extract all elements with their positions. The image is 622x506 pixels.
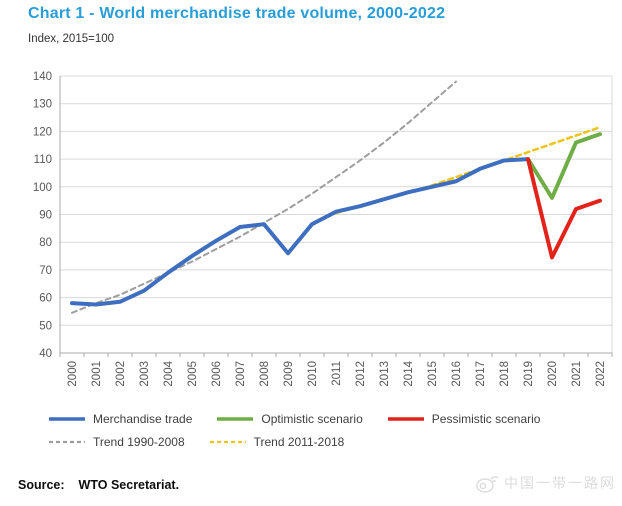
legend-item-4: Trend 2011-2018 [209, 435, 345, 449]
svg-text:60: 60 [39, 293, 52, 305]
svg-text:80: 80 [39, 237, 52, 249]
svg-text:100: 100 [33, 182, 52, 194]
legend-swatch-3 [49, 440, 85, 444]
y-axis-labels: 40 50 60 70 80 90 100 110 120 130 140 [33, 71, 52, 360]
svg-text:2013: 2013 [379, 361, 391, 387]
svg-text:2007: 2007 [235, 361, 247, 387]
svg-text:2020: 2020 [547, 361, 559, 387]
svg-text:2003: 2003 [139, 361, 151, 387]
svg-text:120: 120 [33, 126, 52, 138]
legend-item-3: Trend 1990-2008 [48, 435, 185, 449]
svg-text:2010: 2010 [307, 361, 319, 387]
svg-text:2018: 2018 [499, 361, 511, 387]
svg-text:2011: 2011 [331, 361, 343, 386]
svg-text:2009: 2009 [283, 361, 295, 387]
series-line-2 [526, 157, 602, 260]
svg-text:2019: 2019 [523, 361, 535, 387]
source-label: Source: [18, 478, 65, 492]
legend-label-0: Merchandise trade [93, 412, 193, 426]
svg-text:2002: 2002 [115, 361, 127, 387]
watermark-text: 中国一带一路网 [504, 475, 616, 491]
svg-text:2014: 2014 [403, 360, 415, 386]
legend-row-1: Merchandise trade Optimistic scenario Pess… [48, 412, 588, 426]
svg-text:140: 140 [33, 71, 52, 83]
legend-swatch-4 [209, 440, 246, 444]
legend-label-2: Pessimistic scenario [431, 412, 541, 426]
chart-subtitle: Index, 2015=100 [28, 33, 115, 45]
svg-text:2006: 2006 [211, 361, 223, 387]
legend-item-0: Merchandise trade [48, 412, 192, 426]
chart-title: Chart 1 - World merchandise trade volume… [28, 5, 446, 22]
legend-item-2: Pessimistic scenario [387, 412, 541, 426]
legend-swatch-1 [217, 417, 254, 421]
svg-text:2017: 2017 [475, 361, 487, 387]
svg-text:90: 90 [39, 210, 52, 222]
chart-legend: Merchandise trade Optimistic scenario Pess… [48, 412, 588, 449]
svg-text:70: 70 [39, 265, 52, 277]
legend-item-1: Optimistic scenario [216, 412, 363, 426]
svg-text:2012: 2012 [355, 361, 367, 387]
series-line-1 [526, 132, 602, 200]
weibo-icon [476, 476, 499, 493]
source-text: WTO Secretariat. [78, 478, 180, 492]
svg-text:2000: 2000 [67, 361, 79, 387]
source-line: Source: WTO Secretariat. [18, 478, 179, 492]
x-axis-labels: 2000 2001 2002 2003 2004 2005 2006 2007 2008 2009… [67, 360, 607, 386]
svg-text:2016: 2016 [451, 361, 463, 387]
svg-text:2008: 2008 [259, 361, 271, 387]
watermark: 中国一带一路网 [475, 472, 616, 494]
series-line-0 [70, 157, 530, 307]
svg-text:50: 50 [39, 320, 52, 332]
svg-text:2005: 2005 [187, 361, 199, 387]
axes [59, 76, 613, 357]
svg-text:2022: 2022 [595, 361, 607, 387]
svg-text:2021: 2021 [571, 361, 583, 387]
svg-text:2015: 2015 [427, 361, 439, 387]
gridlines [60, 75, 613, 354]
legend-label-1: Optimistic scenario [261, 412, 363, 426]
legend-label-4: Trend 2011-2018 [253, 435, 345, 449]
svg-text:110: 110 [34, 154, 52, 166]
svg-text:40: 40 [39, 348, 52, 360]
svg-text:2004: 2004 [163, 360, 175, 386]
svg-text:2001: 2001 [91, 361, 103, 387]
legend-swatch-2 [387, 417, 424, 421]
svg-text:130: 130 [33, 99, 52, 111]
legend-label-3: Trend 1990-2008 [93, 435, 185, 449]
legend-swatch-0 [49, 417, 85, 421]
legend-row-2: Trend 1990-2008 Trend 2011-2018 [48, 435, 588, 449]
